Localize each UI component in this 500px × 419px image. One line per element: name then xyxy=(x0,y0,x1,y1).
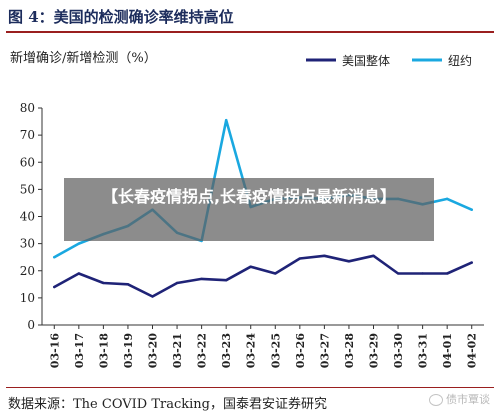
y-tick-label: 20 xyxy=(20,264,35,278)
data-point xyxy=(372,254,375,258)
data-point xyxy=(445,197,449,201)
y-tick-label: 50 xyxy=(20,182,35,196)
x-tick-label: 03-22 xyxy=(196,333,209,368)
data-point xyxy=(53,255,56,259)
legend: 美国整体 纽约 xyxy=(306,53,472,68)
x-tick-label: 04-01 xyxy=(441,333,454,368)
y-tick-label: 70 xyxy=(20,128,35,142)
data-point xyxy=(200,277,203,281)
y-tick-label: 80 xyxy=(20,101,35,115)
y-axis-label: 新增确诊/新增检测（%） xyxy=(10,50,157,66)
data-point xyxy=(396,272,400,275)
x-tick-label: 03-18 xyxy=(97,333,110,369)
y-tick-label: 60 xyxy=(20,155,35,169)
data-point xyxy=(470,261,473,264)
series-line xyxy=(52,254,474,298)
x-tick-label: 03-26 xyxy=(294,333,307,369)
data-point xyxy=(298,257,302,260)
watermark: 债市覃谈 xyxy=(429,391,490,407)
x-tick-label: 04-02 xyxy=(466,333,479,368)
data-point xyxy=(175,281,179,285)
x-tick-label: 03-29 xyxy=(368,333,381,368)
headline-overlay: 【长春疫情拐点,长春疫情拐点最新消息】 xyxy=(64,178,434,241)
x-tick-label: 03-30 xyxy=(392,333,405,369)
x-tick-label: 03-20 xyxy=(147,333,160,369)
y-tick-label: 30 xyxy=(20,237,35,251)
y-tick-label: 10 xyxy=(20,291,35,305)
data-point xyxy=(53,285,56,289)
data-point xyxy=(470,208,473,211)
data-point xyxy=(126,283,130,286)
source-note: 数据来源：The COVID Tracking，国泰君安证券研究 xyxy=(8,397,327,412)
x-tick-label: 03-19 xyxy=(122,333,135,368)
x-tick-label: 03-25 xyxy=(269,333,282,368)
data-point xyxy=(323,254,326,258)
x-tick-label: 03-21 xyxy=(171,333,184,368)
footer-rule xyxy=(6,387,494,388)
data-point xyxy=(102,281,105,285)
legend-label: 纽约 xyxy=(448,53,472,68)
x-tick-label: 03-27 xyxy=(318,333,331,368)
data-point xyxy=(151,295,154,298)
x-tick-label: 03-28 xyxy=(343,333,356,369)
data-point xyxy=(421,272,424,275)
wechat-icon xyxy=(429,394,443,406)
y-tick-label: 0 xyxy=(27,318,35,332)
x-tick-label: 03-23 xyxy=(220,333,233,368)
data-point xyxy=(77,272,81,275)
data-point xyxy=(347,260,351,263)
title-rule xyxy=(6,31,494,33)
legend-label: 美国整体 xyxy=(342,53,390,68)
x-tick-label: 03-16 xyxy=(48,333,61,369)
watermark-text: 债市覃谈 xyxy=(446,393,490,406)
data-point xyxy=(224,119,228,122)
data-point xyxy=(249,265,252,268)
y-tick-label: 40 xyxy=(20,210,35,224)
data-point xyxy=(77,242,81,245)
axes: 0 10 20 30 40 50 60 70 80 03-16 03-17 03-18 03-19 03-… xyxy=(20,101,484,368)
x-tick-label: 03-24 xyxy=(245,333,258,369)
data-point xyxy=(224,279,228,282)
figure-title: 图 4：美国的检测确诊率维持高位 xyxy=(8,8,234,26)
x-tick-label: 03-17 xyxy=(73,333,86,368)
data-point xyxy=(274,272,277,275)
x-tick-label: 03-31 xyxy=(417,333,430,368)
data-point xyxy=(445,272,449,275)
